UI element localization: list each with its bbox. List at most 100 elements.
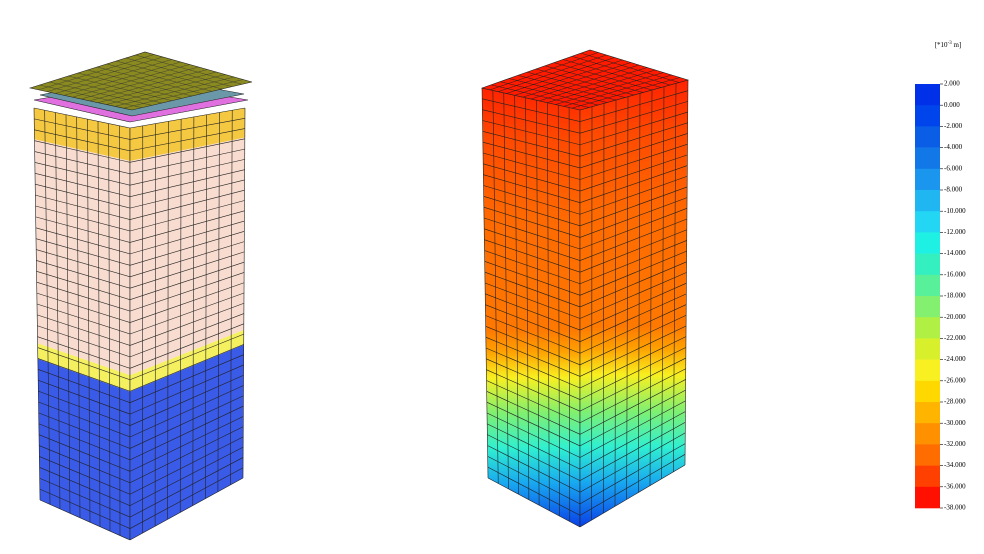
mesh-line — [579, 90, 688, 122]
mesh-line — [35, 216, 131, 243]
mesh-line — [485, 326, 581, 366]
legend-label: -30.000 — [944, 419, 966, 427]
mesh-line — [579, 165, 688, 203]
mesh-line — [37, 347, 131, 381]
mesh-line — [129, 138, 245, 163]
mesh-line — [129, 292, 245, 335]
mesh-line — [129, 200, 245, 232]
mesh-line — [129, 302, 245, 346]
legend-label: -26.000 — [944, 376, 966, 384]
legend-swatch — [915, 359, 940, 382]
mesh-line — [114, 76, 235, 107]
mesh-line — [129, 231, 245, 266]
mesh-line — [129, 220, 245, 255]
legend-label: -32.000 — [944, 440, 966, 448]
mesh-line — [39, 477, 131, 518]
legend-label: -22.000 — [944, 334, 966, 342]
mesh-line — [484, 250, 581, 285]
mesh-line — [579, 454, 686, 516]
mesh-line — [579, 368, 686, 424]
legend-swatch — [915, 126, 940, 148]
legend-swatch — [915, 147, 940, 170]
mesh-line — [129, 148, 245, 175]
mesh-line — [579, 357, 686, 412]
soil-layer — [34, 108, 130, 161]
legend-swatch — [915, 84, 940, 106]
mesh-line — [37, 314, 131, 346]
mesh-line — [35, 194, 131, 220]
unit-exponent: -3 — [948, 41, 953, 46]
mesh-line — [486, 391, 581, 435]
mesh-line — [485, 336, 581, 377]
mesh-line — [579, 347, 687, 400]
mesh-line — [38, 423, 131, 461]
mesh-line — [579, 111, 688, 146]
mesh-line — [36, 303, 131, 335]
legend-swatch — [915, 380, 940, 403]
mesh-line — [36, 249, 131, 278]
mesh-line — [129, 426, 244, 484]
mesh-line — [484, 228, 581, 261]
mesh-line — [579, 336, 687, 389]
mesh-line — [36, 260, 131, 289]
mesh-line — [485, 347, 581, 389]
mesh-line — [39, 456, 131, 495]
mesh-line — [129, 261, 245, 300]
mesh-line — [484, 239, 581, 273]
legend: 2.000 0.000 -2.000 -4.000 -6.000 -8.000 -10.00… — [915, 80, 966, 512]
mesh-line — [579, 282, 687, 331]
mesh-line — [129, 251, 245, 289]
mesh-line — [579, 304, 687, 354]
mesh-line — [129, 446, 244, 506]
legend-label: -28.000 — [944, 398, 966, 406]
mesh-line — [33, 107, 131, 129]
legend-swatch — [915, 232, 940, 254]
legend-swatch — [915, 444, 940, 466]
mesh-line — [34, 173, 131, 197]
mesh-line — [129, 374, 244, 426]
legend-swatch — [915, 274, 940, 297]
mesh-line — [34, 162, 131, 186]
contour-face — [482, 88, 580, 527]
mesh-line — [579, 197, 688, 238]
mesh-line — [482, 120, 581, 146]
mesh-line — [483, 217, 581, 250]
legend-label: -24.000 — [944, 355, 966, 363]
unit-suffix: m] — [952, 41, 962, 49]
mesh-line — [39, 445, 131, 484]
legend-label: -12.000 — [944, 228, 966, 236]
mesh-line — [38, 390, 131, 426]
legend-swatch — [915, 338, 940, 360]
mesh-line — [37, 336, 131, 369]
mesh-line — [483, 196, 581, 227]
mesh-line — [579, 143, 688, 180]
mesh-line — [129, 385, 244, 438]
mesh-line — [579, 250, 687, 296]
legend-label: 0.000 — [944, 101, 960, 109]
legend-label: -34.000 — [944, 461, 966, 469]
mesh-line — [579, 229, 687, 273]
legend-swatch — [915, 465, 940, 488]
mesh-line — [129, 241, 245, 278]
legend-label: -18.000 — [944, 292, 966, 300]
mesh-line — [39, 499, 131, 541]
mesh-line — [123, 79, 244, 109]
mesh-line — [571, 77, 680, 109]
mesh-line — [487, 434, 581, 481]
mesh-line — [39, 488, 131, 529]
mesh-line — [579, 154, 688, 192]
mesh-line — [485, 315, 581, 354]
mesh-line — [129, 364, 244, 415]
mesh-line — [486, 412, 581, 458]
mesh-line — [129, 117, 245, 140]
mesh-line — [483, 206, 581, 238]
mesh-line — [579, 272, 687, 319]
mesh-line — [129, 457, 244, 518]
mesh-line — [579, 379, 686, 435]
mesh-line — [579, 464, 686, 528]
mesh-line — [563, 74, 672, 107]
legend-swatch — [915, 423, 940, 445]
mesh-line — [483, 163, 581, 192]
legend-label: -6.000 — [944, 164, 963, 172]
mesh-line — [485, 293, 581, 331]
